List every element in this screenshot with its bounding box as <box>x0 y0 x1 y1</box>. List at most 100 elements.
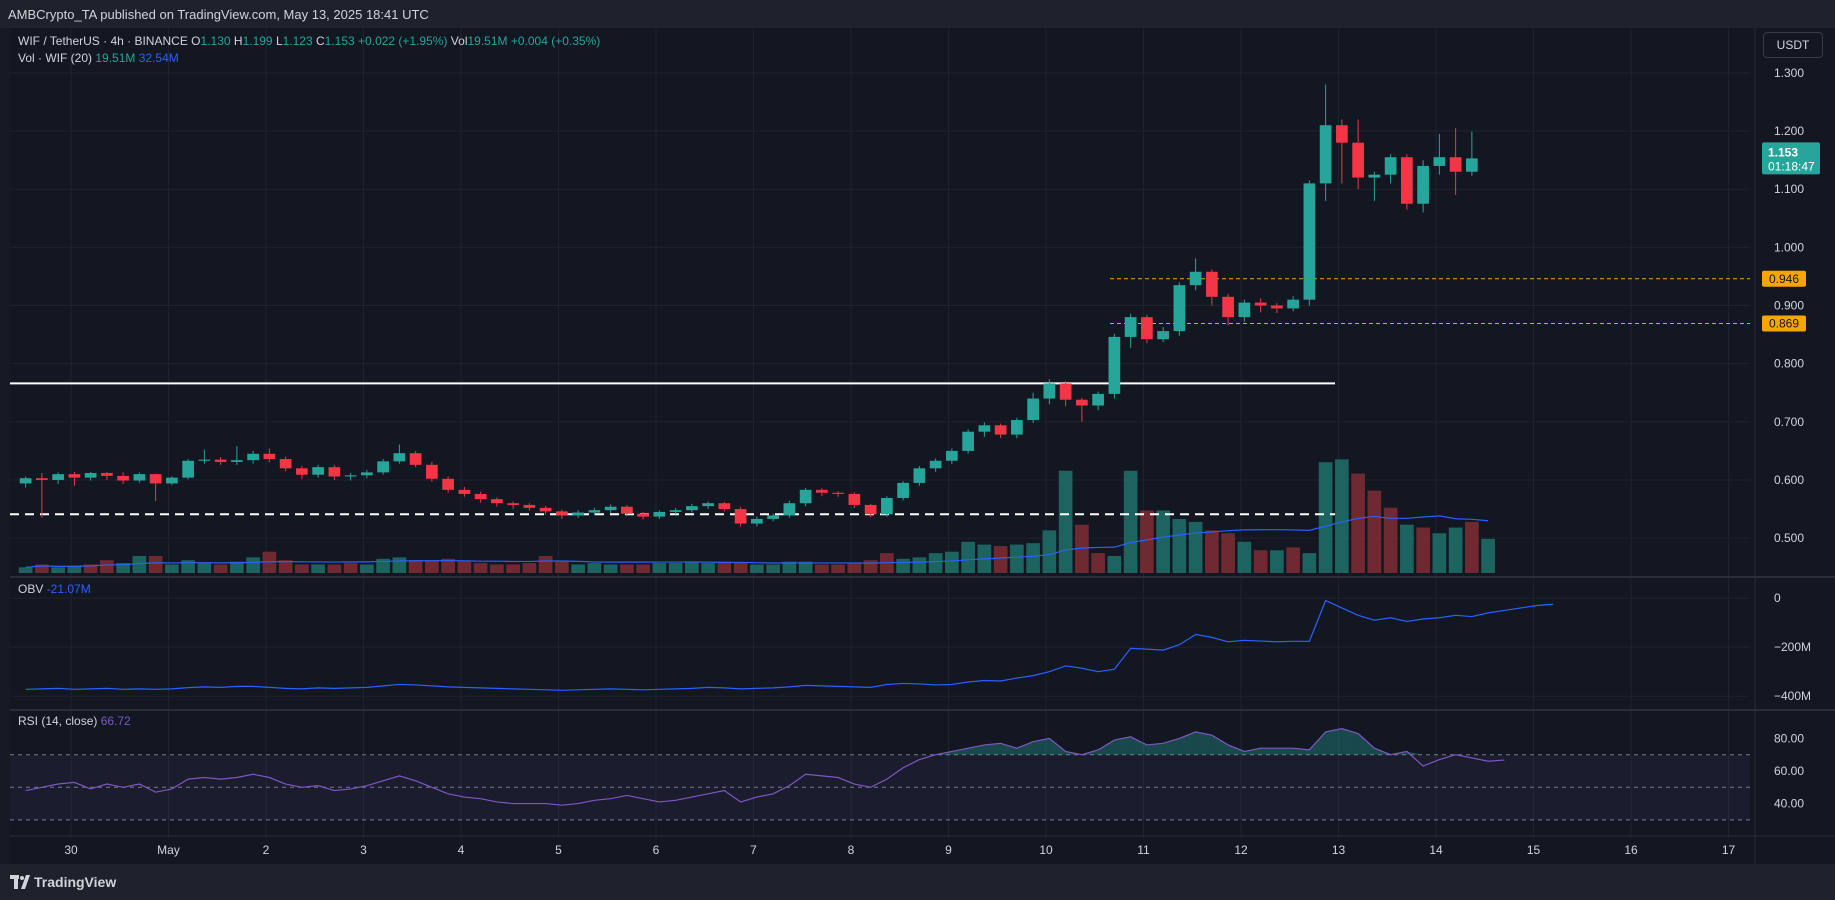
time-tick-label: 5 <box>555 843 562 857</box>
candle-body <box>734 509 747 524</box>
obv-tick-label: −400M <box>1774 689 1811 703</box>
candle-body <box>556 511 568 516</box>
candle-body <box>751 518 763 524</box>
obv-label[interactable]: OBV <box>18 582 44 596</box>
candle-body <box>572 512 584 516</box>
candle-body <box>1271 305 1283 309</box>
volume-bar <box>51 567 65 573</box>
volume-bar <box>717 561 732 573</box>
price-tick-label: 0.600 <box>1774 473 1804 487</box>
rsi-overbought-fill <box>1195 731 1212 755</box>
volume-bar <box>782 561 797 573</box>
candle-body <box>1108 336 1121 394</box>
currency-unit-button[interactable]: USDT <box>1763 32 1823 58</box>
rsi-line <box>25 728 1505 806</box>
volume-bar <box>311 564 325 573</box>
tradingview-logo[interactable]: TradingView <box>10 874 116 890</box>
candle-body <box>1157 331 1169 340</box>
candle-body <box>994 425 1007 435</box>
volume-bar <box>18 567 33 573</box>
obv-line <box>25 599 1554 691</box>
volume-bar <box>1107 555 1122 573</box>
vol-value: 19.51M <box>467 34 508 48</box>
rsi-overbought-fill <box>984 743 1001 755</box>
candle-body <box>1417 165 1429 204</box>
ohlc-low-label: L <box>275 34 283 48</box>
chart-svg[interactable]: 1.300 1.200 1.100 1.000 0.900 0.800 0.700 0.600… <box>10 28 1835 864</box>
time-tick-label: 17 <box>1722 843 1736 857</box>
time-tick-label: 7 <box>750 843 757 857</box>
volume-bar <box>67 565 82 573</box>
volume-bar <box>1188 521 1203 573</box>
rsi-tick-label: 80.00 <box>1774 731 1804 745</box>
volume-bar <box>213 564 228 573</box>
rsi-overbought-fill <box>1033 738 1050 755</box>
obv-tick-label: −200M <box>1774 640 1811 654</box>
vol-ma-label[interactable]: Vol · WIF (20) <box>18 51 93 65</box>
candle-body <box>101 472 113 476</box>
volume-bar <box>132 555 147 573</box>
rsi-overbought-fill <box>1130 736 1147 755</box>
rsi-legend: RSI (14, close) 66.72 <box>18 714 131 728</box>
volume-bar <box>928 553 943 573</box>
candle-body <box>328 467 341 477</box>
volume-bar <box>961 541 975 573</box>
volume-bar <box>295 564 309 573</box>
candle-body <box>442 478 454 490</box>
volume-bar <box>343 563 358 573</box>
volume-bar <box>1172 519 1187 573</box>
volume-bar <box>392 557 407 573</box>
candle-body <box>198 459 211 461</box>
candle-body <box>1173 285 1186 332</box>
volume-bar <box>441 558 455 573</box>
publish-header: AMBCrypto_TA published on TradingView.co… <box>0 0 1835 28</box>
candle-body <box>507 503 519 505</box>
candle-body <box>1449 157 1462 172</box>
volume-bar <box>100 560 114 573</box>
volume-bar <box>1416 527 1430 573</box>
price-tick-label: 0.500 <box>1774 531 1804 545</box>
current-price-label: 1.153 <box>1768 145 1798 159</box>
volume-bar <box>1205 530 1219 573</box>
volume-bar <box>1091 553 1105 573</box>
rsi-overbought-fill <box>1309 731 1326 755</box>
symbol-label[interactable]: WIF / TetherUS · 4h · BINANCE <box>18 34 188 48</box>
ohlc-close-value: 1.153 <box>324 34 355 48</box>
vol-ma-value-1: 19.51M <box>95 51 136 65</box>
candle-body <box>117 475 129 481</box>
candle-body <box>474 493 487 500</box>
volume-bar <box>912 557 927 573</box>
tradingview-logo-text: TradingView <box>34 874 117 890</box>
candle-body <box>231 460 243 462</box>
level-tag <box>1762 315 1806 332</box>
vol-ma-value-2: 32.54M <box>138 51 179 65</box>
chart-area[interactable]: 1.300 1.200 1.100 1.000 0.900 0.800 0.700 0.600… <box>10 28 1835 864</box>
candle-body <box>1027 398 1039 421</box>
candle-body <box>312 467 324 475</box>
rsi-tick-label: 40.00 <box>1774 797 1804 811</box>
candle-body <box>1384 157 1397 175</box>
candle-body <box>929 460 942 469</box>
candle-body <box>296 468 308 475</box>
candle-body <box>962 431 974 451</box>
candle-body <box>491 499 503 504</box>
vol-change: +0.004 (+0.35%) <box>510 34 601 48</box>
volume-bar <box>1351 473 1365 573</box>
time-tick-label: 4 <box>458 843 465 857</box>
candle-body <box>686 506 698 511</box>
time-tick-label: 14 <box>1429 843 1443 857</box>
volume-bar <box>538 555 553 573</box>
price-tick-label: 1.200 <box>1774 124 1804 138</box>
candle-body <box>702 503 714 507</box>
volume-bar <box>1058 470 1073 573</box>
volume-bar <box>425 560 439 573</box>
volume-bar <box>1318 462 1333 573</box>
candle-body <box>978 425 991 432</box>
rsi-overbought-fill <box>1406 751 1424 755</box>
rsi-label[interactable]: RSI (14, close) <box>18 714 98 728</box>
volume-bar <box>83 564 98 573</box>
price-tick-label: 0.800 <box>1774 357 1804 371</box>
volume-bar <box>1465 521 1479 573</box>
volume-bar <box>766 564 780 573</box>
candle-body <box>361 472 373 476</box>
